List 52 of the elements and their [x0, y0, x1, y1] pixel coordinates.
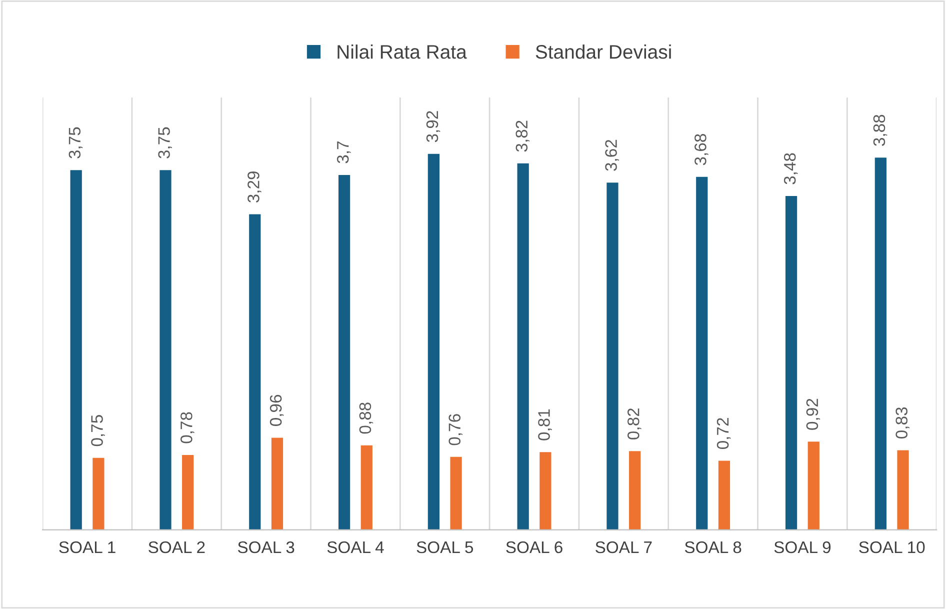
- data-label: 3,75: [158, 127, 172, 158]
- bar: [92, 458, 104, 530]
- x-tick-label: SOAL 7: [596, 541, 652, 554]
- data-label: 3,68: [694, 134, 708, 166]
- x-tick-label: SOAL 3: [238, 541, 294, 554]
- data-label: 3,48: [784, 153, 798, 184]
- bar: [182, 455, 194, 530]
- data-label: 0,75: [91, 415, 105, 446]
- bar: [629, 451, 641, 530]
- bar: [540, 452, 552, 530]
- data-label: 0,78: [180, 412, 194, 444]
- bar: [718, 460, 730, 530]
- bar: [606, 182, 618, 530]
- bar: [808, 442, 820, 530]
- data-label: 0,82: [627, 408, 642, 440]
- data-label: 0,76: [448, 414, 462, 446]
- x-tick-label: SOAL 10: [859, 541, 925, 554]
- bar: [428, 154, 440, 530]
- data-label: 0,81: [538, 409, 552, 440]
- data-label: 0,88: [359, 402, 374, 434]
- data-label: 3,75: [68, 127, 83, 158]
- bar: [897, 450, 909, 530]
- x-tick-label: SOAL 1: [59, 541, 116, 554]
- data-label: 0,92: [806, 398, 820, 430]
- data-label: 3,62: [605, 140, 619, 171]
- data-label: 3,29: [248, 172, 262, 203]
- x-tick-label: SOAL 2: [148, 541, 205, 554]
- x-tick-label: SOAL 5: [416, 541, 474, 554]
- x-tick-label: SOAL 4: [327, 541, 384, 554]
- bar: [785, 196, 798, 530]
- x-tick-label: SOAL 8: [684, 541, 742, 554]
- data-label: 3,7: [336, 141, 351, 164]
- bar: [517, 163, 529, 530]
- data-label: 3,88: [873, 114, 888, 146]
- data-label: 0,72: [716, 418, 731, 450]
- bar: [249, 214, 261, 530]
- bar: [160, 170, 172, 530]
- x-tick-label: SOAL 9: [774, 541, 831, 554]
- bar: [70, 170, 82, 530]
- data-label: 3,92: [426, 111, 440, 142]
- bar: [271, 438, 284, 530]
- bar: [450, 456, 462, 530]
- bar: [696, 176, 708, 530]
- data-label: 0,83: [896, 407, 910, 438]
- x-tick-label: SOAL 6: [506, 541, 562, 554]
- data-label: 3,82: [516, 120, 530, 152]
- bar: [874, 158, 886, 530]
- legend-label: Standar Deviasi: [536, 44, 671, 59]
- bar: [360, 445, 372, 530]
- bar: [338, 174, 350, 530]
- data-label: 0,96: [270, 394, 284, 426]
- legend-label: Nilai Rata Rata: [338, 44, 467, 59]
